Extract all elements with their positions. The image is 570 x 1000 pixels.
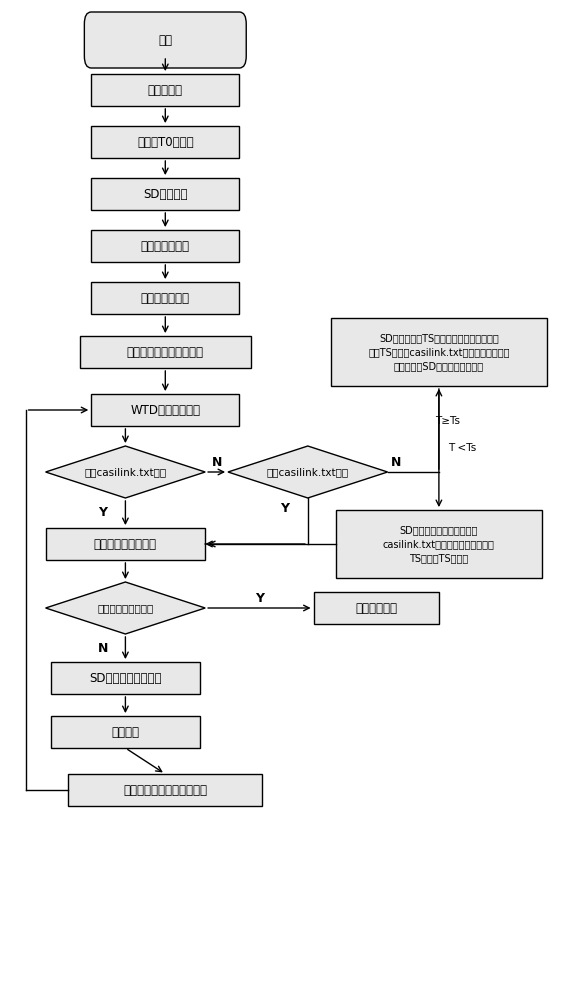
Bar (91, 126, 239, 158)
Text: 文件系统初始化: 文件系统初始化 (141, 239, 190, 252)
Text: SD卡写入时间和数据: SD卡写入时间和数据 (89, 672, 162, 684)
Bar (336, 510, 542, 578)
Text: T <Ts: T <Ts (447, 443, 476, 453)
Text: 校时处理模块: 校时处理模块 (355, 601, 397, 614)
Text: T≥Ts: T≥Ts (435, 416, 460, 426)
Text: N: N (211, 456, 222, 468)
Bar (331, 318, 547, 386)
Bar (91, 178, 239, 210)
Polygon shape (228, 446, 388, 498)
Text: 关闭串行中断启动定时器: 关闭串行中断启动定时器 (127, 346, 204, 359)
Bar (314, 592, 439, 624)
Text: 定时器T0初始化: 定时器T0初始化 (137, 135, 194, 148)
Text: 开始: 开始 (158, 33, 172, 46)
Bar (51, 662, 200, 694)
Polygon shape (46, 582, 205, 634)
Text: SD卡拔出后重新插上，创建
casilink.txt失败，热插拔时间小于
TS，等待TS到复位: SD卡拔出后重新插上，创建 casilink.txt失败，热插拔时间小于 TS，… (383, 525, 495, 563)
Text: Y: Y (280, 502, 290, 514)
Text: Y: Y (255, 591, 264, 604)
Text: 串口初始化: 串口初始化 (148, 84, 183, 97)
Bar (68, 774, 262, 806)
FancyBboxPatch shape (84, 12, 246, 68)
Text: 关闭文件: 关闭文件 (111, 726, 140, 738)
Bar (46, 528, 205, 560)
Text: 打开串行中断关闭定时中断: 打开串行中断关闭定时中断 (123, 784, 207, 796)
Text: 不定长数据接收模块: 不定长数据接收模块 (94, 538, 157, 550)
Text: 是否有校时下发指令: 是否有校时下发指令 (97, 603, 153, 613)
Text: SD卡初始化: SD卡初始化 (143, 188, 188, 200)
Text: 存在casilink.txt文件: 存在casilink.txt文件 (84, 467, 166, 477)
Bar (51, 716, 200, 748)
Bar (80, 336, 251, 368)
Bar (91, 230, 239, 262)
Bar (91, 282, 239, 314)
Bar (91, 74, 239, 106)
Text: N: N (97, 642, 108, 654)
Text: SD卡拔出后在TS内还没插上，热插拔时间
大于TS，创建casilink.txt失败，但程序执行
正常，等待SD卡重新插上，复位: SD卡拔出后在TS内还没插上，热插拔时间 大于TS，创建casilink.txt… (368, 333, 510, 371)
Text: 实时时钟初始化: 实时时钟初始化 (141, 292, 190, 304)
Text: Y: Y (98, 506, 107, 520)
Text: 创建casilink.txt文件: 创建casilink.txt文件 (267, 467, 349, 477)
Text: N: N (391, 456, 401, 468)
Text: WTD清零（喂狗）: WTD清零（喂狗） (131, 403, 200, 416)
Bar (91, 394, 239, 426)
Polygon shape (46, 446, 205, 498)
